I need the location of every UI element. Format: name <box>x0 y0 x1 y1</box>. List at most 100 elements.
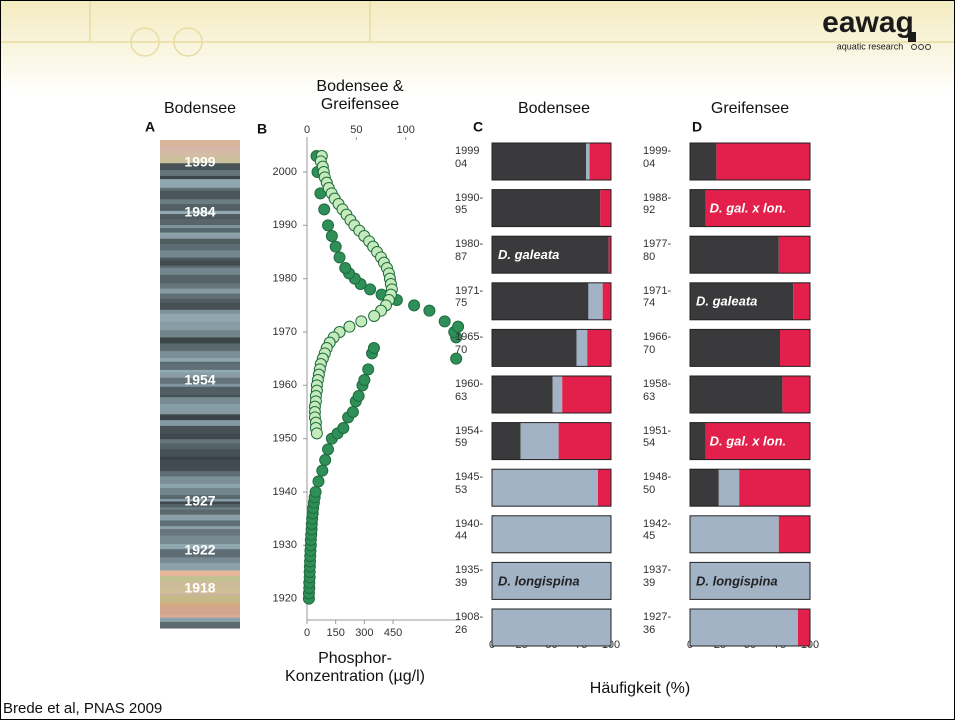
bar-frame <box>491 142 612 181</box>
bar-segment <box>589 143 611 180</box>
x2-tick-label: 0 <box>304 124 310 136</box>
core-layer <box>160 343 240 349</box>
data-point <box>322 219 335 232</box>
bar-segment <box>690 422 706 460</box>
core-layer <box>160 504 240 508</box>
core-layer <box>160 495 240 500</box>
bar-segment <box>586 143 590 180</box>
core-layer <box>160 244 240 251</box>
bar-segment <box>718 469 740 507</box>
core-layer <box>160 576 240 582</box>
x-axis-label: Phosphor- Konzentration (µg/l) <box>285 650 425 686</box>
bar-frame <box>689 235 811 274</box>
core-layer <box>160 219 240 226</box>
data-point <box>316 464 329 477</box>
core-layer <box>160 417 240 421</box>
category-label: 1937- 39 <box>643 564 672 590</box>
core-layer <box>160 330 240 338</box>
core-year-label: 1984 <box>184 204 215 220</box>
bar-label: D. longispina <box>696 573 778 588</box>
bar-segment <box>492 329 577 367</box>
bar-frame <box>689 608 811 647</box>
core-layer <box>160 397 240 405</box>
core-layer <box>160 175 240 180</box>
core-year-label: 1954 <box>184 372 215 388</box>
data-point <box>322 443 335 456</box>
bar-frame <box>491 608 612 647</box>
bar-segment <box>778 515 810 553</box>
data-point <box>408 299 421 312</box>
core-layer <box>160 593 240 597</box>
data-point <box>319 454 332 466</box>
y-tick-label: 1940 <box>273 486 297 498</box>
core-layer <box>160 238 240 245</box>
core-layer <box>160 190 240 200</box>
bar-label: D. galeata <box>498 247 559 262</box>
bar-segment <box>492 376 553 413</box>
bar-segment <box>690 376 783 413</box>
category-label: 1908- 26 <box>455 611 484 636</box>
bar-segment <box>492 469 598 507</box>
x2-tick-label: 100 <box>397 124 415 136</box>
data-point <box>337 422 350 434</box>
bar-frame <box>491 328 612 367</box>
y-tick-label: 1960 <box>273 379 297 391</box>
bar-segment <box>492 515 611 553</box>
panel-letter: C <box>473 119 483 135</box>
sediment-core <box>160 140 240 629</box>
bar-label: D. gal. x lon. <box>710 434 787 449</box>
core-layer <box>160 265 240 269</box>
core-layer <box>160 526 240 530</box>
core-layer <box>160 395 240 398</box>
panel-letter: A <box>145 119 155 135</box>
data-point <box>362 363 375 376</box>
data-point <box>318 203 331 216</box>
logo-block <box>908 32 916 42</box>
bar-segment <box>780 329 810 367</box>
core-layer <box>160 268 240 276</box>
core-layer <box>160 581 240 589</box>
category-label: 1935- 39 <box>455 564 484 590</box>
data-point <box>333 251 346 264</box>
category-label: 1999 04 <box>455 145 480 170</box>
bar-label: D. gal. x lon. <box>710 201 787 216</box>
core-layer <box>160 302 240 311</box>
bar-segment <box>492 189 601 227</box>
bar-segment <box>520 422 559 460</box>
bar-segment <box>492 143 587 180</box>
y-tick-label: 1980 <box>273 273 297 285</box>
data-point <box>358 374 371 386</box>
y-tick-label: 1990 <box>273 219 297 231</box>
bar-frame <box>491 561 612 600</box>
data-point <box>312 475 325 488</box>
data-point <box>329 240 342 253</box>
bar-segment <box>690 609 798 646</box>
core-layer <box>160 309 240 315</box>
y-tick-label: 1950 <box>273 433 297 445</box>
core-layer <box>160 520 240 527</box>
data-point <box>346 406 359 418</box>
core-layer <box>160 313 240 323</box>
core-layer <box>160 478 240 485</box>
category-label: 1951- 54 <box>643 424 672 450</box>
core-layer <box>160 501 240 505</box>
bar-frame <box>491 468 612 507</box>
core-layer <box>160 466 240 472</box>
core-layer <box>160 169 240 177</box>
core-layer <box>160 357 240 363</box>
core-layer <box>160 602 240 607</box>
bar-label: D. longispina <box>498 573 580 588</box>
core-layer <box>160 549 240 558</box>
bar-frame <box>689 282 811 321</box>
logo: eawag <box>822 6 914 39</box>
data-point <box>339 262 352 274</box>
bar-segment <box>690 515 779 553</box>
data-point <box>352 390 365 402</box>
bar-frame <box>689 328 811 367</box>
core-layer <box>160 562 240 571</box>
core-layer <box>160 528 240 537</box>
category-label: 1990- 95 <box>455 191 484 217</box>
bar-segment <box>690 236 779 274</box>
bar-segment <box>690 143 717 180</box>
